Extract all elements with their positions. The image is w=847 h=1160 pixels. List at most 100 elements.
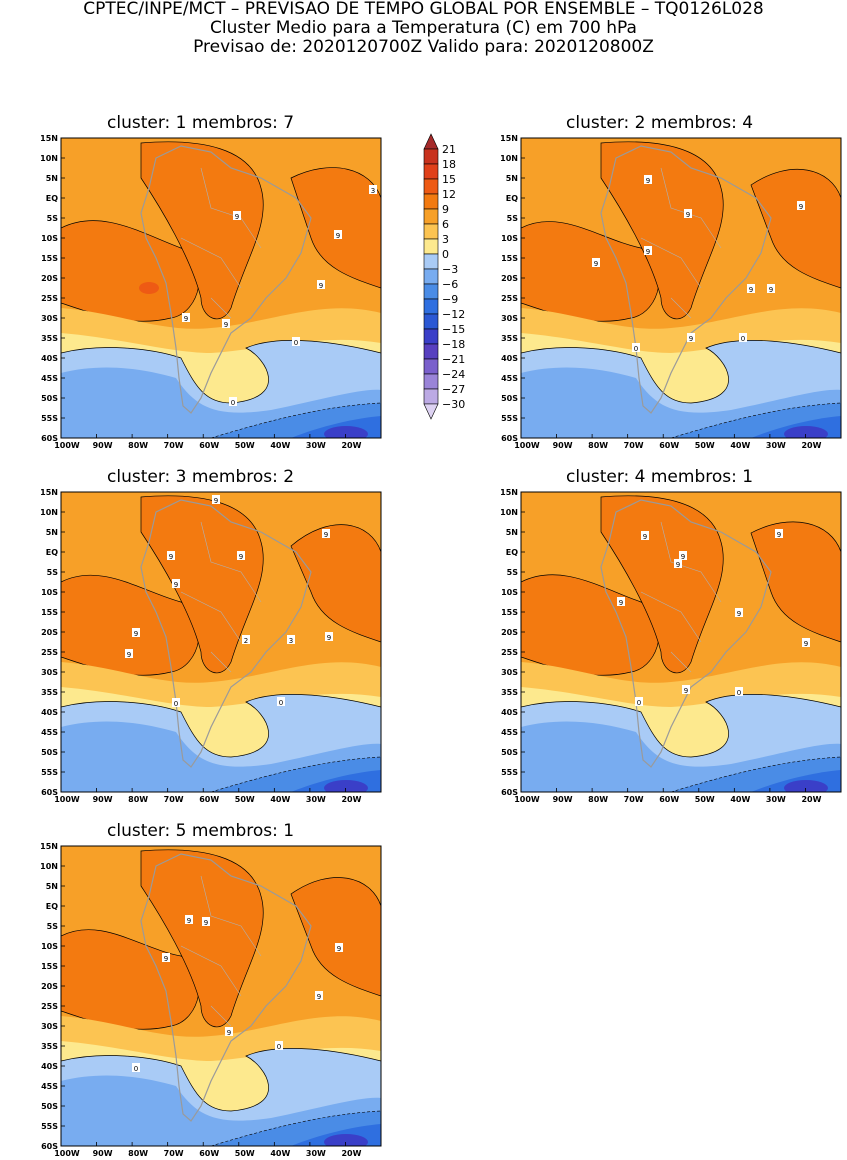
lat-tick-label: 55S	[501, 768, 518, 777]
contour-label: 9	[674, 559, 682, 569]
svg-text:9: 9	[681, 553, 685, 561]
map-svg: 999999990015N10N5NEQ5S10S15S20S25S30S35S…	[500, 488, 842, 804]
contour-label: 9	[735, 608, 743, 618]
svg-text:9: 9	[646, 248, 650, 256]
lon-tick-label: 60W	[199, 795, 219, 804]
lon-tick-label: 90W	[553, 441, 573, 450]
page-header: CPTEC/INPE/MCT – PREVISAO DE TEMPO GLOBA…	[0, 0, 847, 57]
svg-text:9: 9	[224, 321, 228, 329]
contour-label: 9	[617, 597, 625, 607]
colorbar-label: −24	[442, 368, 465, 381]
lat-tick-label: 50S	[41, 748, 58, 757]
lat-tick-label: 35S	[501, 688, 518, 697]
colorbar-swatch	[423, 178, 439, 195]
lat-tick-label: 5S	[47, 568, 59, 577]
lon-tick-label: 80W	[128, 795, 148, 804]
map-panel-3: 9 9 9 9 9 9 9 3 2 9 0 0 15N 10N 5N EQ 5S 10S 15S 20S 25S 30S 3…	[28, 488, 387, 806]
lon-tick-label: 40W	[270, 795, 290, 804]
lat-tick-label: 35S	[501, 334, 518, 343]
lat-tick-label: 30S	[41, 314, 58, 323]
colorbar-swatch	[423, 328, 439, 345]
lat-tick-label: 5S	[507, 214, 519, 223]
svg-text:0: 0	[277, 1043, 281, 1051]
colorbar-swatch	[423, 148, 439, 165]
colorbar-swatch	[423, 283, 439, 300]
lat-tick-label: 20S	[41, 628, 58, 637]
contour-label: 0	[735, 687, 743, 697]
lat-tick-label: 10N	[40, 154, 58, 163]
lon-tick-label: 30W	[306, 795, 326, 804]
lon-tick-label: 30W	[766, 441, 786, 450]
colorbar-label: 18	[442, 158, 456, 171]
lat-tick-label: 10N	[500, 508, 518, 517]
colorbar-label: 21	[442, 143, 456, 156]
map-panel-2: 9 9 9 9 9 9 9 9 0 0 15N 10N 5N EQ 5S 10S 15S 20S 25S 30S 35S…	[488, 134, 847, 452]
lat-tick-label: 10N	[40, 862, 58, 871]
svg-text:9: 9	[684, 687, 688, 695]
lon-tick-label: 50W	[235, 441, 255, 450]
lat-tick-label: 5N	[506, 528, 518, 537]
contour-label: 3	[369, 185, 377, 195]
lon-tick-label: 80W	[588, 795, 608, 804]
lon-tick-label: 30W	[766, 795, 786, 804]
lon-tick-label: 20W	[341, 1149, 361, 1158]
lat-tick-label: 10S	[41, 942, 58, 951]
lat-tick-label: EQ	[46, 902, 58, 911]
contour-label: 9	[592, 258, 600, 268]
contour-label: 0	[275, 1041, 283, 1051]
svg-text:9: 9	[686, 211, 690, 219]
lat-tick-label: 25S	[41, 1002, 58, 1011]
temperature-colorbar: 21 18 15 12 9 6 3 0 −3 −6 −9 −12 −15 −18 −21 −24 −27 −30	[422, 132, 482, 445]
svg-text:9: 9	[235, 213, 239, 221]
svg-text:9: 9	[689, 335, 693, 343]
svg-text:0: 0	[174, 700, 178, 708]
lat-tick-label: 25S	[41, 294, 58, 303]
lon-tick-label: 50W	[695, 441, 715, 450]
lat-tick-label: 55S	[41, 1122, 58, 1131]
colorbar-label: −18	[442, 338, 465, 351]
lat-tick-label: 5S	[47, 922, 59, 931]
lat-tick-label: 30S	[501, 314, 518, 323]
contour-label: 9	[315, 991, 323, 1001]
map-panel-1: 9 9 9 9 9 3 0 0 15N 10N 5N EQ 5S 10S 15S 20S 25S 30S 35S 40…	[28, 134, 387, 452]
lon-tick-label: 50W	[235, 1149, 255, 1158]
lat-tick-label: 35S	[41, 688, 58, 697]
lon-tick-label: 100W	[54, 1149, 80, 1158]
svg-text:0: 0	[231, 399, 235, 407]
contour-label: 9	[185, 915, 193, 925]
svg-text:9: 9	[227, 1029, 231, 1037]
svg-text:9: 9	[184, 315, 188, 323]
contour-label: 9	[125, 649, 133, 659]
lon-tick-label: 30W	[306, 441, 326, 450]
colorbar-swatch	[423, 388, 439, 405]
svg-text:0: 0	[294, 339, 298, 347]
colorbar-label: −15	[442, 323, 465, 336]
lon-tick-label: 20W	[801, 441, 821, 450]
colorbar-label: 12	[442, 188, 456, 201]
lon-tick-label: 100W	[54, 441, 80, 450]
lat-tick-label: 30S	[501, 668, 518, 677]
panel-3-title: cluster: 3 membros: 2	[107, 467, 295, 487]
lat-tick-label: 10S	[501, 234, 518, 243]
header-line-1: CPTEC/INPE/MCT – PREVISAO DE TEMPO GLOBA…	[83, 0, 764, 19]
svg-text:9: 9	[643, 533, 647, 541]
svg-text:0: 0	[279, 699, 283, 707]
contour-label: 9	[212, 495, 220, 505]
contour-label: 0	[632, 343, 640, 353]
lat-tick-label: 45S	[501, 728, 518, 737]
svg-text:9: 9	[327, 634, 331, 642]
contour-label: 9	[644, 246, 652, 256]
lat-tick-label: 15N	[40, 842, 58, 851]
lat-tick-label: 60S	[501, 434, 518, 443]
lat-tick-label: 5N	[46, 174, 58, 183]
contour-label: 9	[237, 551, 245, 561]
colorbar-swatch	[423, 373, 439, 390]
contour-label: 9	[747, 284, 755, 294]
contour-label: 9	[687, 333, 695, 343]
lon-tick-label: 40W	[730, 441, 750, 450]
svg-text:0: 0	[737, 689, 741, 697]
lat-tick-label: 40S	[501, 354, 518, 363]
map-svg: 9 9 9 9 9 9 0 0 15N 10N 5N EQ 5S 10S 15S 20S 25S 30S 35S 40…	[40, 842, 382, 1158]
svg-text:9: 9	[769, 286, 773, 294]
svg-text:2: 2	[244, 637, 248, 645]
